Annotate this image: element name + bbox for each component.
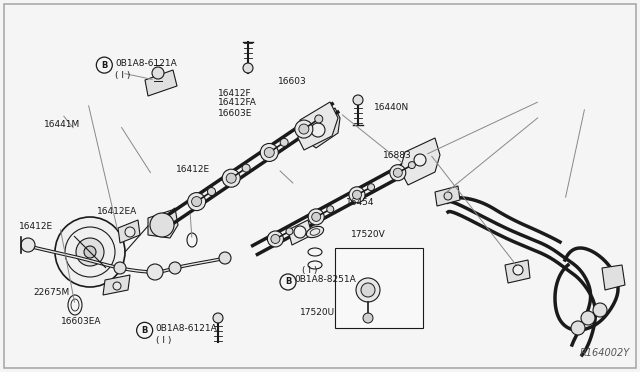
Circle shape: [113, 282, 121, 290]
Polygon shape: [145, 70, 177, 96]
Circle shape: [390, 165, 406, 181]
FancyBboxPatch shape: [335, 248, 423, 328]
Polygon shape: [288, 220, 312, 245]
Text: ( I ): ( I ): [156, 336, 171, 345]
Text: 16412FA: 16412FA: [218, 98, 257, 107]
Circle shape: [312, 212, 321, 221]
Circle shape: [222, 169, 240, 187]
Circle shape: [286, 228, 293, 235]
Text: 16412F: 16412F: [218, 89, 252, 97]
Circle shape: [353, 95, 363, 105]
Polygon shape: [308, 108, 340, 148]
Circle shape: [55, 217, 125, 287]
Circle shape: [356, 278, 380, 302]
Polygon shape: [118, 220, 140, 243]
Circle shape: [219, 252, 231, 264]
Circle shape: [243, 63, 253, 73]
Circle shape: [150, 213, 174, 237]
Polygon shape: [400, 138, 440, 185]
Circle shape: [114, 262, 126, 274]
Circle shape: [414, 154, 426, 166]
Circle shape: [264, 147, 275, 157]
Circle shape: [394, 168, 403, 177]
Text: 16603E: 16603E: [218, 109, 252, 118]
Text: ( I ): ( I ): [115, 71, 131, 80]
Text: 0B1A8-6121A: 0B1A8-6121A: [156, 324, 218, 333]
Circle shape: [226, 173, 236, 183]
Text: 0B1A8-8251A: 0B1A8-8251A: [294, 275, 356, 284]
Circle shape: [367, 184, 374, 191]
Text: 17520U: 17520U: [300, 308, 335, 317]
Text: 16412E: 16412E: [176, 165, 210, 174]
Text: 16441M: 16441M: [44, 120, 80, 129]
Polygon shape: [298, 102, 338, 150]
Text: B: B: [101, 61, 108, 70]
Text: 16603EA: 16603EA: [61, 317, 101, 326]
Circle shape: [444, 192, 452, 200]
Circle shape: [207, 187, 216, 196]
Text: 22675M: 22675M: [33, 288, 70, 296]
Circle shape: [260, 144, 278, 161]
Circle shape: [21, 238, 35, 252]
Circle shape: [213, 313, 223, 323]
Circle shape: [581, 311, 595, 325]
Circle shape: [513, 265, 523, 275]
Circle shape: [169, 262, 181, 274]
Polygon shape: [505, 260, 530, 283]
Circle shape: [147, 264, 163, 280]
Circle shape: [152, 67, 164, 79]
Circle shape: [308, 209, 324, 225]
Polygon shape: [148, 208, 178, 238]
Circle shape: [191, 196, 202, 206]
Circle shape: [280, 138, 288, 146]
Text: 16883: 16883: [383, 151, 412, 160]
Polygon shape: [602, 265, 625, 290]
Circle shape: [294, 226, 306, 238]
Polygon shape: [435, 186, 460, 206]
Polygon shape: [103, 275, 130, 295]
Text: 16412E: 16412E: [19, 222, 53, 231]
Circle shape: [593, 303, 607, 317]
Text: 16412EA: 16412EA: [97, 207, 138, 216]
Circle shape: [84, 246, 96, 258]
Circle shape: [363, 313, 373, 323]
Circle shape: [125, 227, 135, 237]
Circle shape: [242, 164, 250, 172]
Circle shape: [76, 238, 104, 266]
Circle shape: [315, 115, 323, 123]
Circle shape: [571, 321, 585, 335]
Circle shape: [408, 161, 415, 169]
Ellipse shape: [307, 227, 324, 238]
Circle shape: [311, 123, 325, 137]
Circle shape: [188, 193, 205, 211]
Text: R164002Y: R164002Y: [580, 348, 630, 358]
Text: B: B: [141, 326, 148, 335]
Text: 16454: 16454: [346, 198, 374, 207]
Circle shape: [349, 187, 365, 203]
Circle shape: [271, 234, 280, 243]
Text: 17520V: 17520V: [351, 230, 385, 239]
Text: 0B1A8-6121A: 0B1A8-6121A: [115, 59, 177, 68]
Text: 16440N: 16440N: [374, 103, 410, 112]
Text: 16603: 16603: [278, 77, 307, 86]
Circle shape: [327, 206, 334, 213]
Circle shape: [353, 190, 362, 199]
Circle shape: [361, 283, 375, 297]
Circle shape: [268, 231, 284, 247]
Circle shape: [295, 120, 313, 138]
Circle shape: [299, 124, 309, 134]
Text: B: B: [285, 278, 291, 286]
Text: ( I ): ( I ): [302, 266, 317, 275]
